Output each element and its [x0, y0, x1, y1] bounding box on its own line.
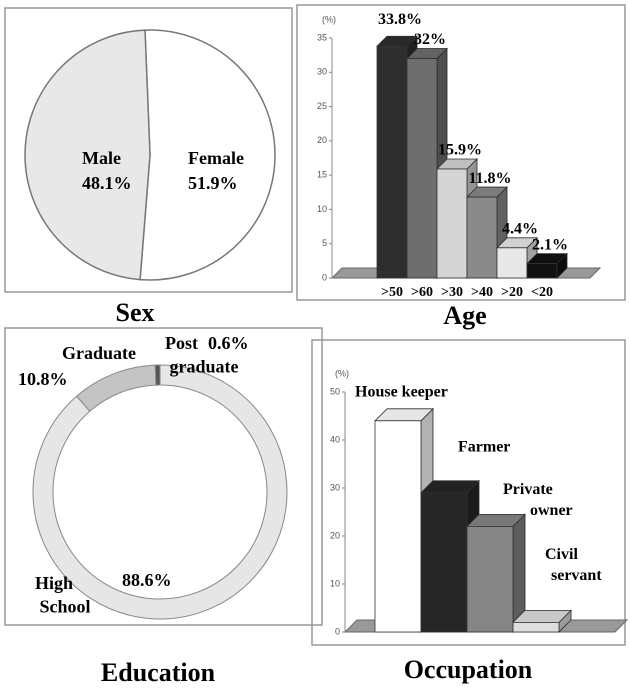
pie-slice — [139, 29, 276, 281]
x-tick-label: <20 — [531, 285, 553, 300]
label-line: graduate — [165, 357, 239, 377]
y-tick-label: 5 — [322, 238, 327, 248]
value-label: 11.8% — [468, 170, 511, 187]
x-tick-label: >30 — [441, 285, 463, 300]
y-tick-label: 25 — [317, 101, 327, 111]
y-tick-label: 0 — [322, 272, 327, 282]
bar — [376, 45, 408, 279]
donut-slice — [75, 364, 157, 413]
slice-label: Post graduate — [165, 333, 239, 376]
value-label: 33.8% — [378, 11, 422, 28]
pie-slice — [24, 29, 151, 281]
slice-label: Graduate — [62, 343, 136, 363]
y-tick-label: 10 — [317, 204, 327, 214]
label-line: High — [35, 573, 73, 593]
slice-value: 88.6% — [122, 570, 172, 590]
chart-title: Education — [101, 658, 216, 687]
panel-frame — [4, 327, 323, 626]
bar — [466, 526, 514, 633]
donut-slice — [32, 364, 288, 620]
y-tick-label: 15 — [317, 170, 327, 180]
category-label: Civil servant — [545, 546, 602, 584]
bar — [466, 196, 498, 279]
panel-frame — [296, 4, 626, 301]
y-tick-label: 30 — [330, 482, 340, 492]
x-tick-label: >20 — [501, 285, 523, 300]
donut-slice — [154, 364, 161, 386]
x-tick-label: >60 — [411, 285, 433, 300]
bar — [406, 58, 438, 279]
chart-title: Age — [443, 301, 486, 330]
y-tick-label: 10 — [330, 578, 340, 588]
x-tick-label: >50 — [381, 285, 403, 300]
category-label: House keeper — [355, 384, 448, 401]
category-label: Private owner — [503, 481, 573, 519]
bar — [512, 622, 560, 633]
chart-title: Sex — [116, 298, 155, 327]
y-tick-label: 20 — [330, 530, 340, 540]
y-tick-label: 20 — [317, 135, 327, 145]
bar — [374, 420, 422, 633]
bar — [526, 263, 558, 279]
value-label: 4.4% — [502, 221, 538, 238]
chart-title: Occupation — [404, 655, 533, 684]
label-line: servant — [547, 566, 602, 583]
slice-value: 0.6% — [208, 333, 249, 353]
value-label: 32% — [414, 31, 446, 48]
bar — [496, 247, 528, 279]
label-line: Private — [503, 481, 553, 498]
y-tick-label: 30 — [317, 67, 327, 77]
value-label: 15.9% — [438, 142, 482, 159]
value-label: 2.1% — [532, 236, 568, 253]
slice-value: 48.1% — [82, 173, 132, 193]
y-axis-label: (%) — [335, 368, 349, 378]
y-tick-label: 50 — [330, 386, 340, 396]
label-line: Graduate — [62, 343, 136, 363]
panel-frame — [4, 7, 293, 293]
slice-label: High School — [35, 573, 91, 616]
slice-value: 10.8% — [18, 369, 68, 389]
label-line: Civil — [545, 546, 578, 563]
slice-label: Male — [82, 148, 121, 168]
y-axis-label: (%) — [322, 14, 336, 24]
y-tick-label: 40 — [330, 434, 340, 444]
label-line: School — [35, 597, 91, 617]
y-tick-label: 35 — [317, 32, 327, 42]
label-line: owner — [526, 501, 573, 518]
category-label: Farmer — [458, 439, 510, 456]
bar — [436, 168, 468, 279]
slice-label: Female — [188, 148, 244, 168]
y-tick-label: 0 — [335, 626, 340, 636]
x-tick-label: >40 — [471, 285, 493, 300]
panel-frame — [311, 339, 626, 646]
label-line: Post — [165, 333, 198, 353]
bar — [420, 492, 468, 633]
slice-value: 51.9% — [188, 173, 238, 193]
